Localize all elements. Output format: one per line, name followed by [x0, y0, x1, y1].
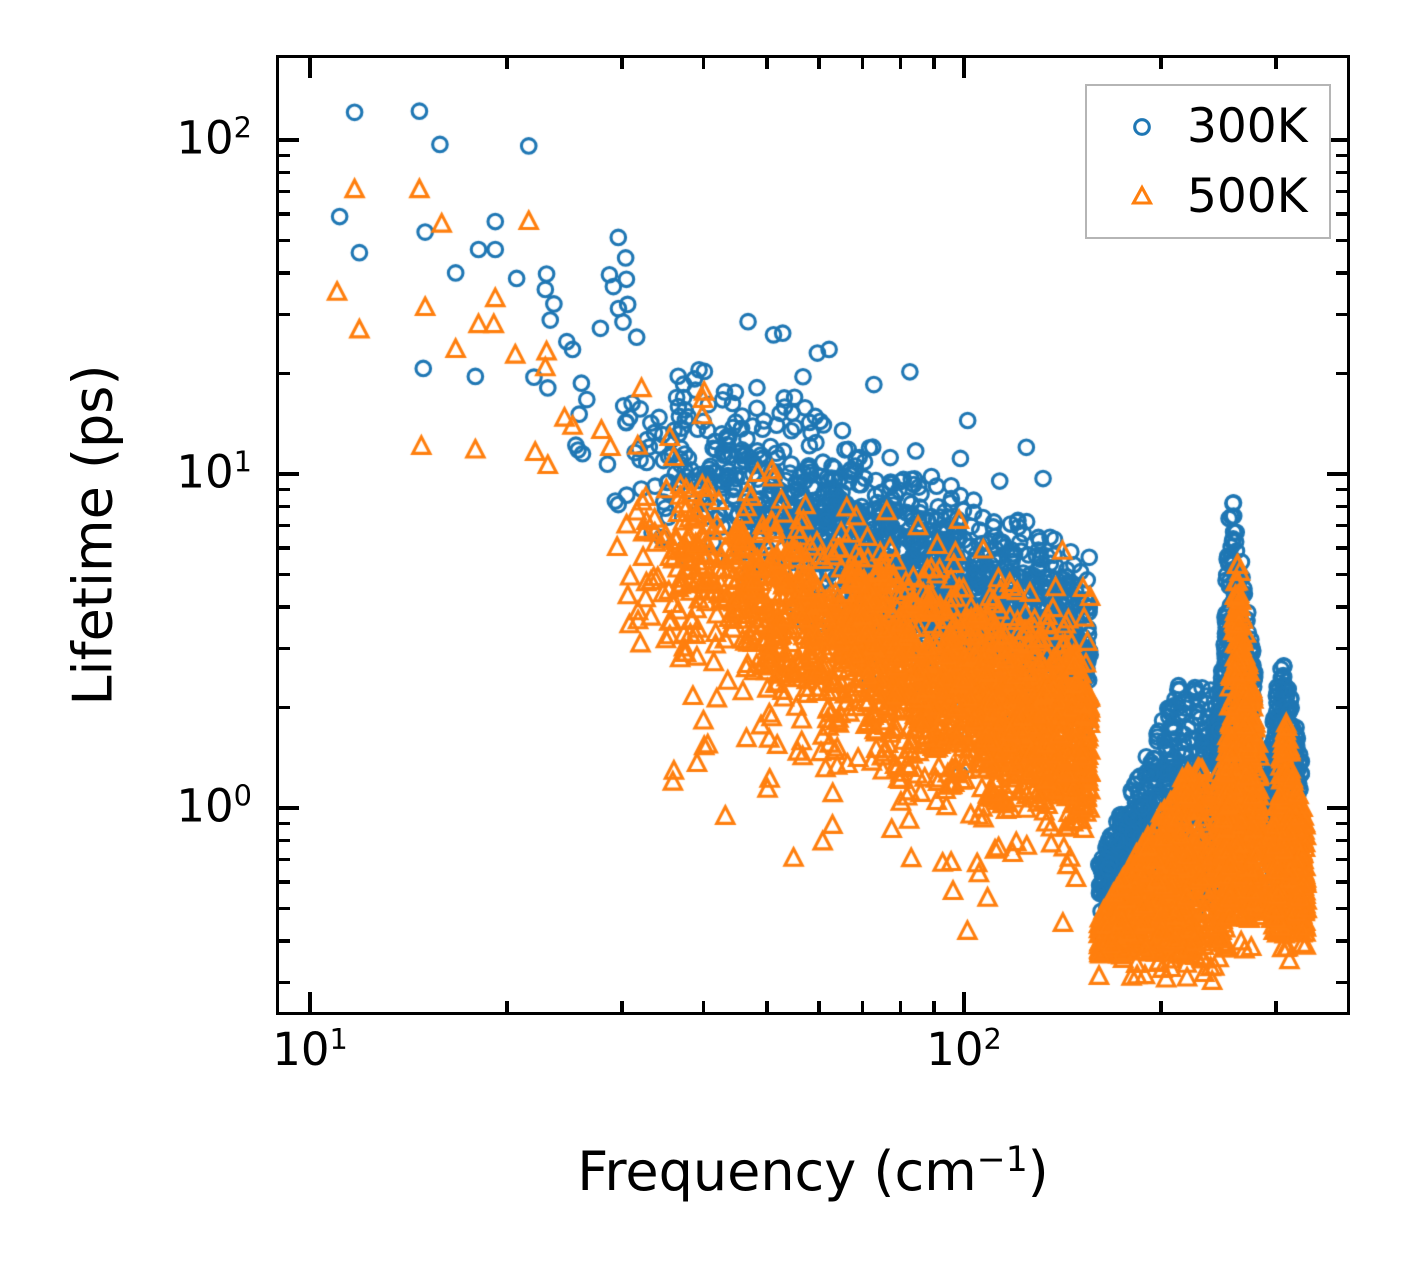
tick-mark: [278, 980, 290, 985]
legend: 300K 500K: [1085, 84, 1331, 239]
tick-mark: [278, 605, 290, 609]
tick-mark: [701, 57, 706, 69]
x-tick-label: 101: [272, 1022, 348, 1076]
circle-marker-icon: [1097, 113, 1187, 141]
tick-mark: [278, 880, 290, 884]
tick-mark: [278, 523, 290, 528]
tick-mark: [1336, 153, 1348, 158]
tick-mark: [278, 189, 290, 194]
tick-mark: [1336, 838, 1348, 843]
tick-mark: [1336, 487, 1348, 492]
tick-mark: [1336, 646, 1348, 651]
tick-mark: [860, 1001, 865, 1013]
tick-mark: [932, 57, 936, 69]
tick-mark: [278, 170, 290, 175]
tick-mark: [278, 705, 290, 710]
tick-mark: [278, 546, 290, 550]
y-tick-label: 101: [176, 444, 252, 499]
tick-mark: [278, 238, 290, 243]
tick-mark: [1336, 212, 1348, 216]
tick-mark: [278, 312, 290, 317]
tick-mark: [1336, 605, 1348, 609]
tick-mark: [278, 906, 290, 911]
plot-frame: [276, 55, 1350, 1015]
tick-mark: [1336, 880, 1348, 884]
tick-mark: [1336, 857, 1348, 862]
tick-mark: [278, 572, 290, 577]
tick-mark: [898, 1001, 903, 1013]
tick-mark: [765, 1001, 769, 1013]
tick-mark: [1336, 821, 1348, 826]
tick-mark: [278, 153, 290, 158]
tick-mark: [860, 57, 865, 69]
tick-mark: [278, 472, 299, 476]
tick-mark: [1336, 705, 1348, 710]
tick-mark: [1327, 472, 1348, 476]
tick-mark: [278, 371, 290, 376]
tick-mark: [1336, 939, 1348, 943]
tick-mark: [278, 939, 290, 943]
tick-mark: [1336, 189, 1348, 194]
legend-entry-300k: 300K: [1097, 99, 1319, 154]
tick-mark: [308, 992, 312, 1013]
tick-mark: [505, 1001, 509, 1013]
tick-mark: [701, 1001, 706, 1013]
tick-mark: [1336, 546, 1348, 550]
tick-mark: [1336, 170, 1348, 175]
tick-mark: [1336, 371, 1348, 376]
legend-entry-500k: 500K: [1097, 169, 1319, 224]
tick-mark: [1327, 138, 1348, 142]
tick-mark: [1336, 906, 1348, 911]
x-tick-label: 102: [926, 1022, 1002, 1076]
triangle-marker-icon: [1097, 182, 1187, 210]
tick-mark: [278, 504, 290, 509]
tick-mark: [278, 838, 290, 843]
tick-mark: [765, 57, 769, 69]
tick-mark: [1327, 806, 1348, 810]
tick-mark: [308, 57, 312, 78]
tick-mark: [1336, 238, 1348, 243]
x-axis-label: Frequency (cm−1): [577, 1140, 1049, 1203]
tick-mark: [620, 57, 624, 69]
y-tick-label: 100: [176, 778, 252, 833]
tick-mark: [962, 992, 966, 1013]
y-axis-label: Lifetime (ps): [61, 364, 125, 706]
tick-mark: [1336, 572, 1348, 577]
y-tick-label: 102: [176, 110, 252, 165]
tick-mark: [1336, 312, 1348, 317]
tick-mark: [1274, 1001, 1278, 1013]
tick-mark: [278, 487, 290, 492]
legend-label-500k: 500K: [1187, 168, 1308, 224]
tick-mark: [1159, 57, 1163, 69]
tick-mark: [932, 1001, 936, 1013]
tick-mark: [962, 57, 966, 78]
tick-mark: [278, 857, 290, 862]
tick-mark: [278, 646, 290, 651]
legend-label-300k: 300K: [1187, 99, 1308, 155]
tick-mark: [817, 57, 821, 69]
tick-mark: [278, 138, 299, 142]
tick-mark: [1336, 523, 1348, 528]
tick-mark: [1159, 1001, 1163, 1013]
tick-mark: [278, 821, 290, 826]
tick-mark: [278, 806, 299, 810]
tick-mark: [620, 1001, 624, 1013]
tick-mark: [1336, 271, 1348, 275]
tick-mark: [1274, 57, 1278, 69]
tick-mark: [278, 271, 290, 275]
tick-mark: [1336, 504, 1348, 509]
tick-mark: [505, 57, 509, 69]
tick-mark: [817, 1001, 821, 1013]
tick-mark: [278, 212, 290, 216]
tick-mark: [898, 57, 903, 69]
tick-mark: [1336, 980, 1348, 985]
